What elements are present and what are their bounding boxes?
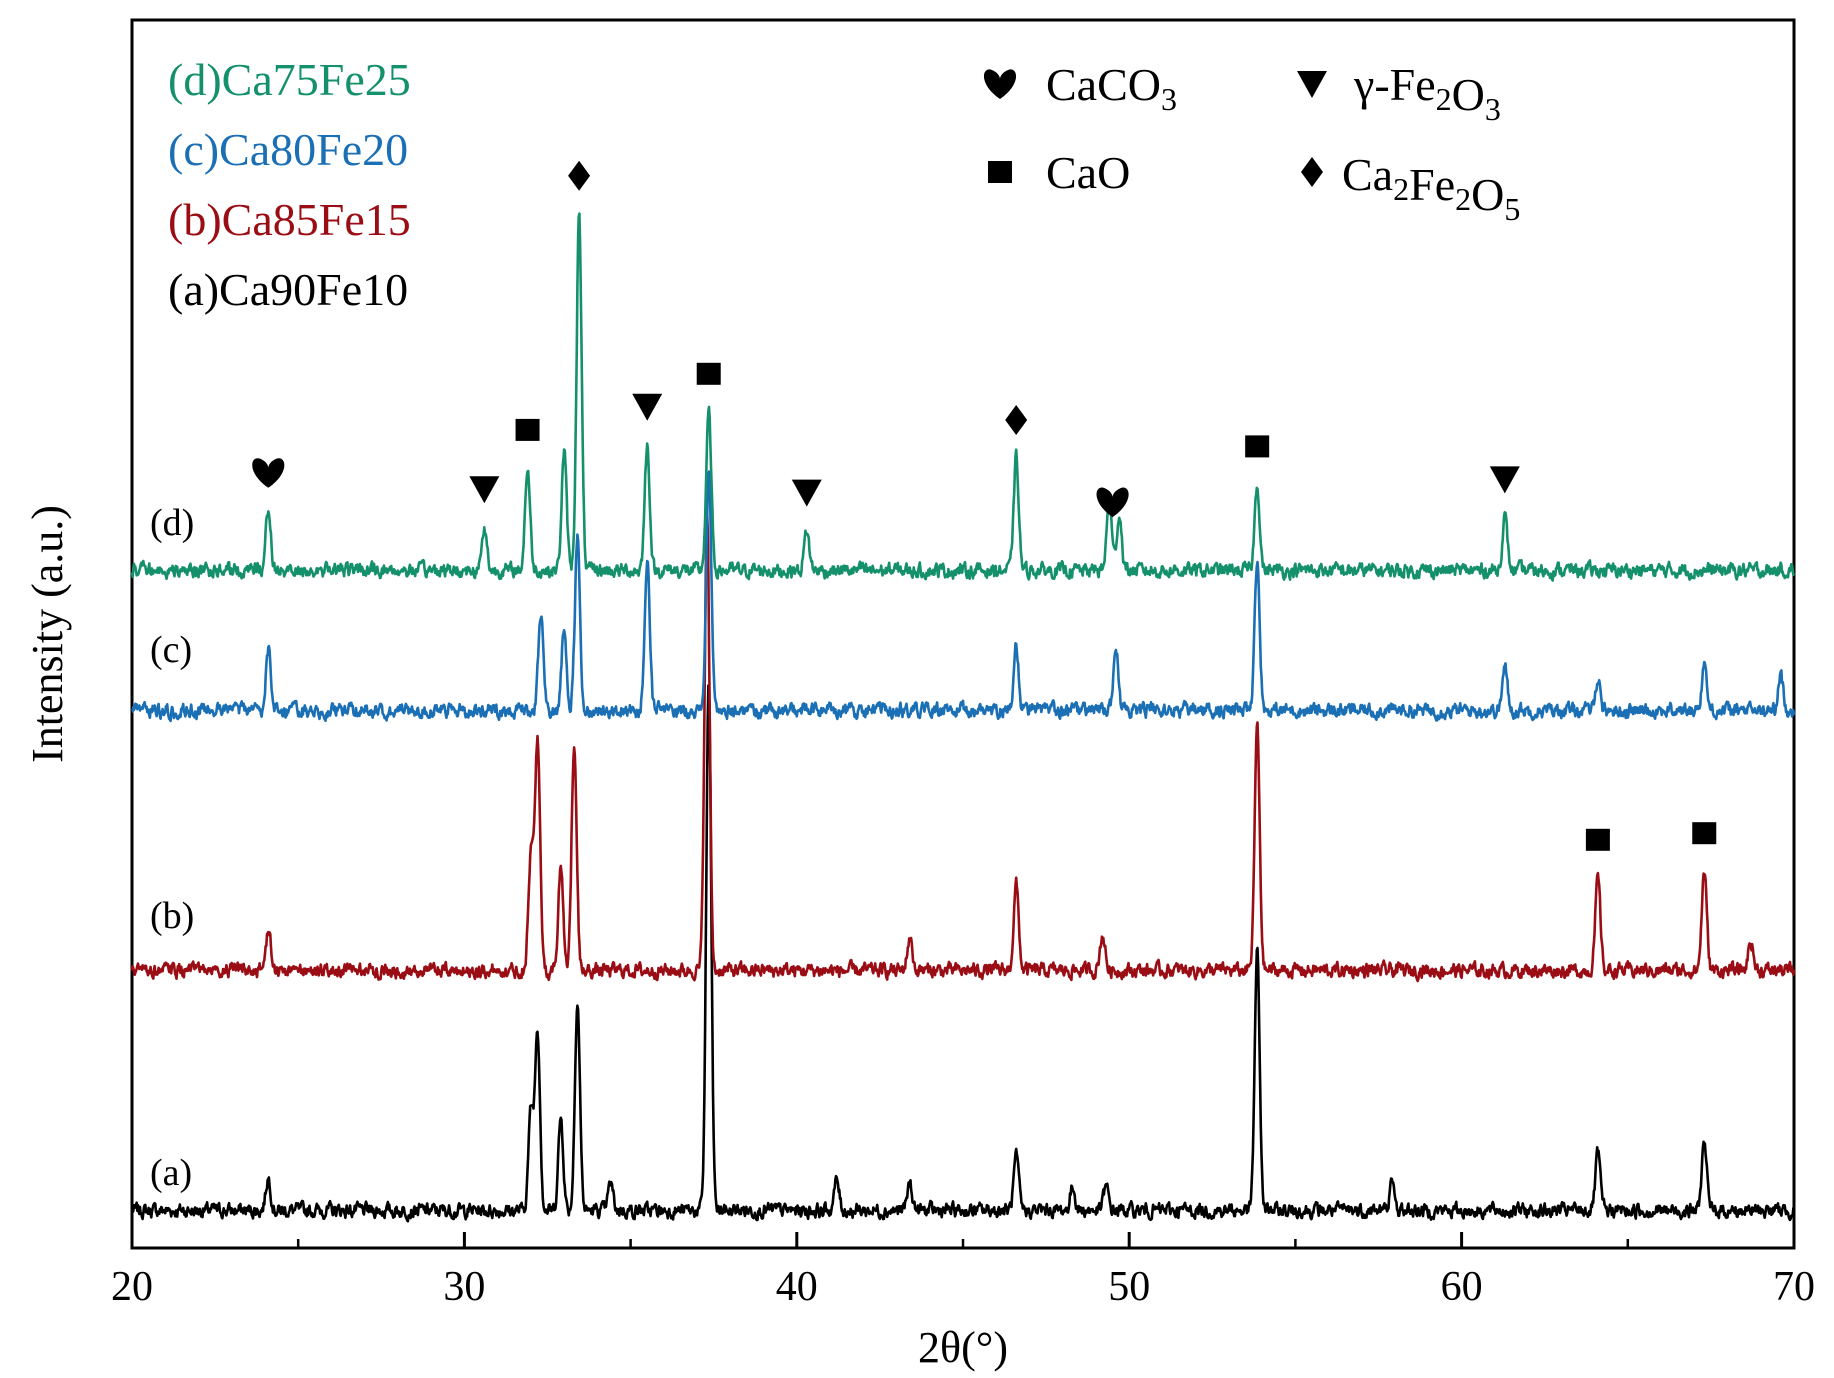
y-axis-label: Intensity (a.u.) xyxy=(23,505,72,763)
phase-legend: CaCO3 γ-Fe2O3 CaO Ca2Fe2O5 xyxy=(983,59,1520,227)
phase-legend-triangle-down-icon xyxy=(1297,71,1327,98)
series-line-c xyxy=(131,470,1796,723)
phase-legend-diamond-icon xyxy=(1301,157,1323,187)
phase-legend-label: γ-Fe2O3 xyxy=(1353,59,1501,127)
phase-marker-square xyxy=(515,418,540,441)
legend-entry-d: (d)Ca75Fe25 xyxy=(168,54,411,105)
phase-marker-diamond xyxy=(568,160,591,191)
x-tick-label: 60 xyxy=(1441,1264,1483,1310)
x-tick-label: 50 xyxy=(1108,1264,1150,1310)
legend-entry-a: (a)Ca90Fe10 xyxy=(168,264,408,315)
phase-legend-label: CaCO3 xyxy=(1046,59,1177,117)
series-line-a xyxy=(130,684,1796,1223)
trace-group: (a) (b) (c) (d) xyxy=(130,212,1796,1223)
x-tick-label: 20 xyxy=(111,1264,153,1310)
phase-marker-square xyxy=(1245,435,1270,458)
phase-legend-square-icon xyxy=(988,161,1012,183)
phase-legend-label: Ca2Fe2O5 xyxy=(1342,149,1520,227)
series-line-b xyxy=(130,509,1796,983)
series-label-d: (d) xyxy=(150,502,194,544)
phase-marker-triangle-down xyxy=(1489,466,1520,494)
phase-marker-triangle-down xyxy=(791,479,822,507)
phase-marker-square xyxy=(1585,828,1610,851)
phase-marker-triangle-down xyxy=(469,476,500,504)
phase-marker-heart xyxy=(252,458,285,488)
series-label-c: (c) xyxy=(150,629,192,671)
x-tick-label: 70 xyxy=(1773,1264,1815,1310)
x-tick-label: 30 xyxy=(443,1264,485,1310)
legend-entry-c: (c)Ca80Fe20 xyxy=(168,124,408,175)
series-legend: (d)Ca75Fe25 (c)Ca80Fe20 (b)Ca85Fe15 (a)C… xyxy=(168,54,411,315)
series-line-d xyxy=(130,212,1796,582)
legend-entry-b: (b)Ca85Fe15 xyxy=(168,194,411,245)
phase-legend-heart-icon xyxy=(983,69,1017,99)
phase-marker-diamond xyxy=(1005,405,1028,435)
x-axis: 20 30 40 50 60 70 xyxy=(111,1232,1815,1310)
series-label-a: (a) xyxy=(150,1152,192,1194)
phase-marker-square xyxy=(1692,822,1717,845)
phase-marker-square xyxy=(696,362,721,385)
x-tick-label: 40 xyxy=(776,1264,818,1310)
series-label-b: (b) xyxy=(150,895,194,937)
x-axis-label: 2θ(°) xyxy=(918,1323,1008,1372)
phase-legend-label: CaO xyxy=(1046,147,1130,198)
phase-marker-group xyxy=(252,160,1717,851)
phase-marker-heart xyxy=(1096,487,1129,518)
phase-marker-triangle-down xyxy=(632,393,663,421)
